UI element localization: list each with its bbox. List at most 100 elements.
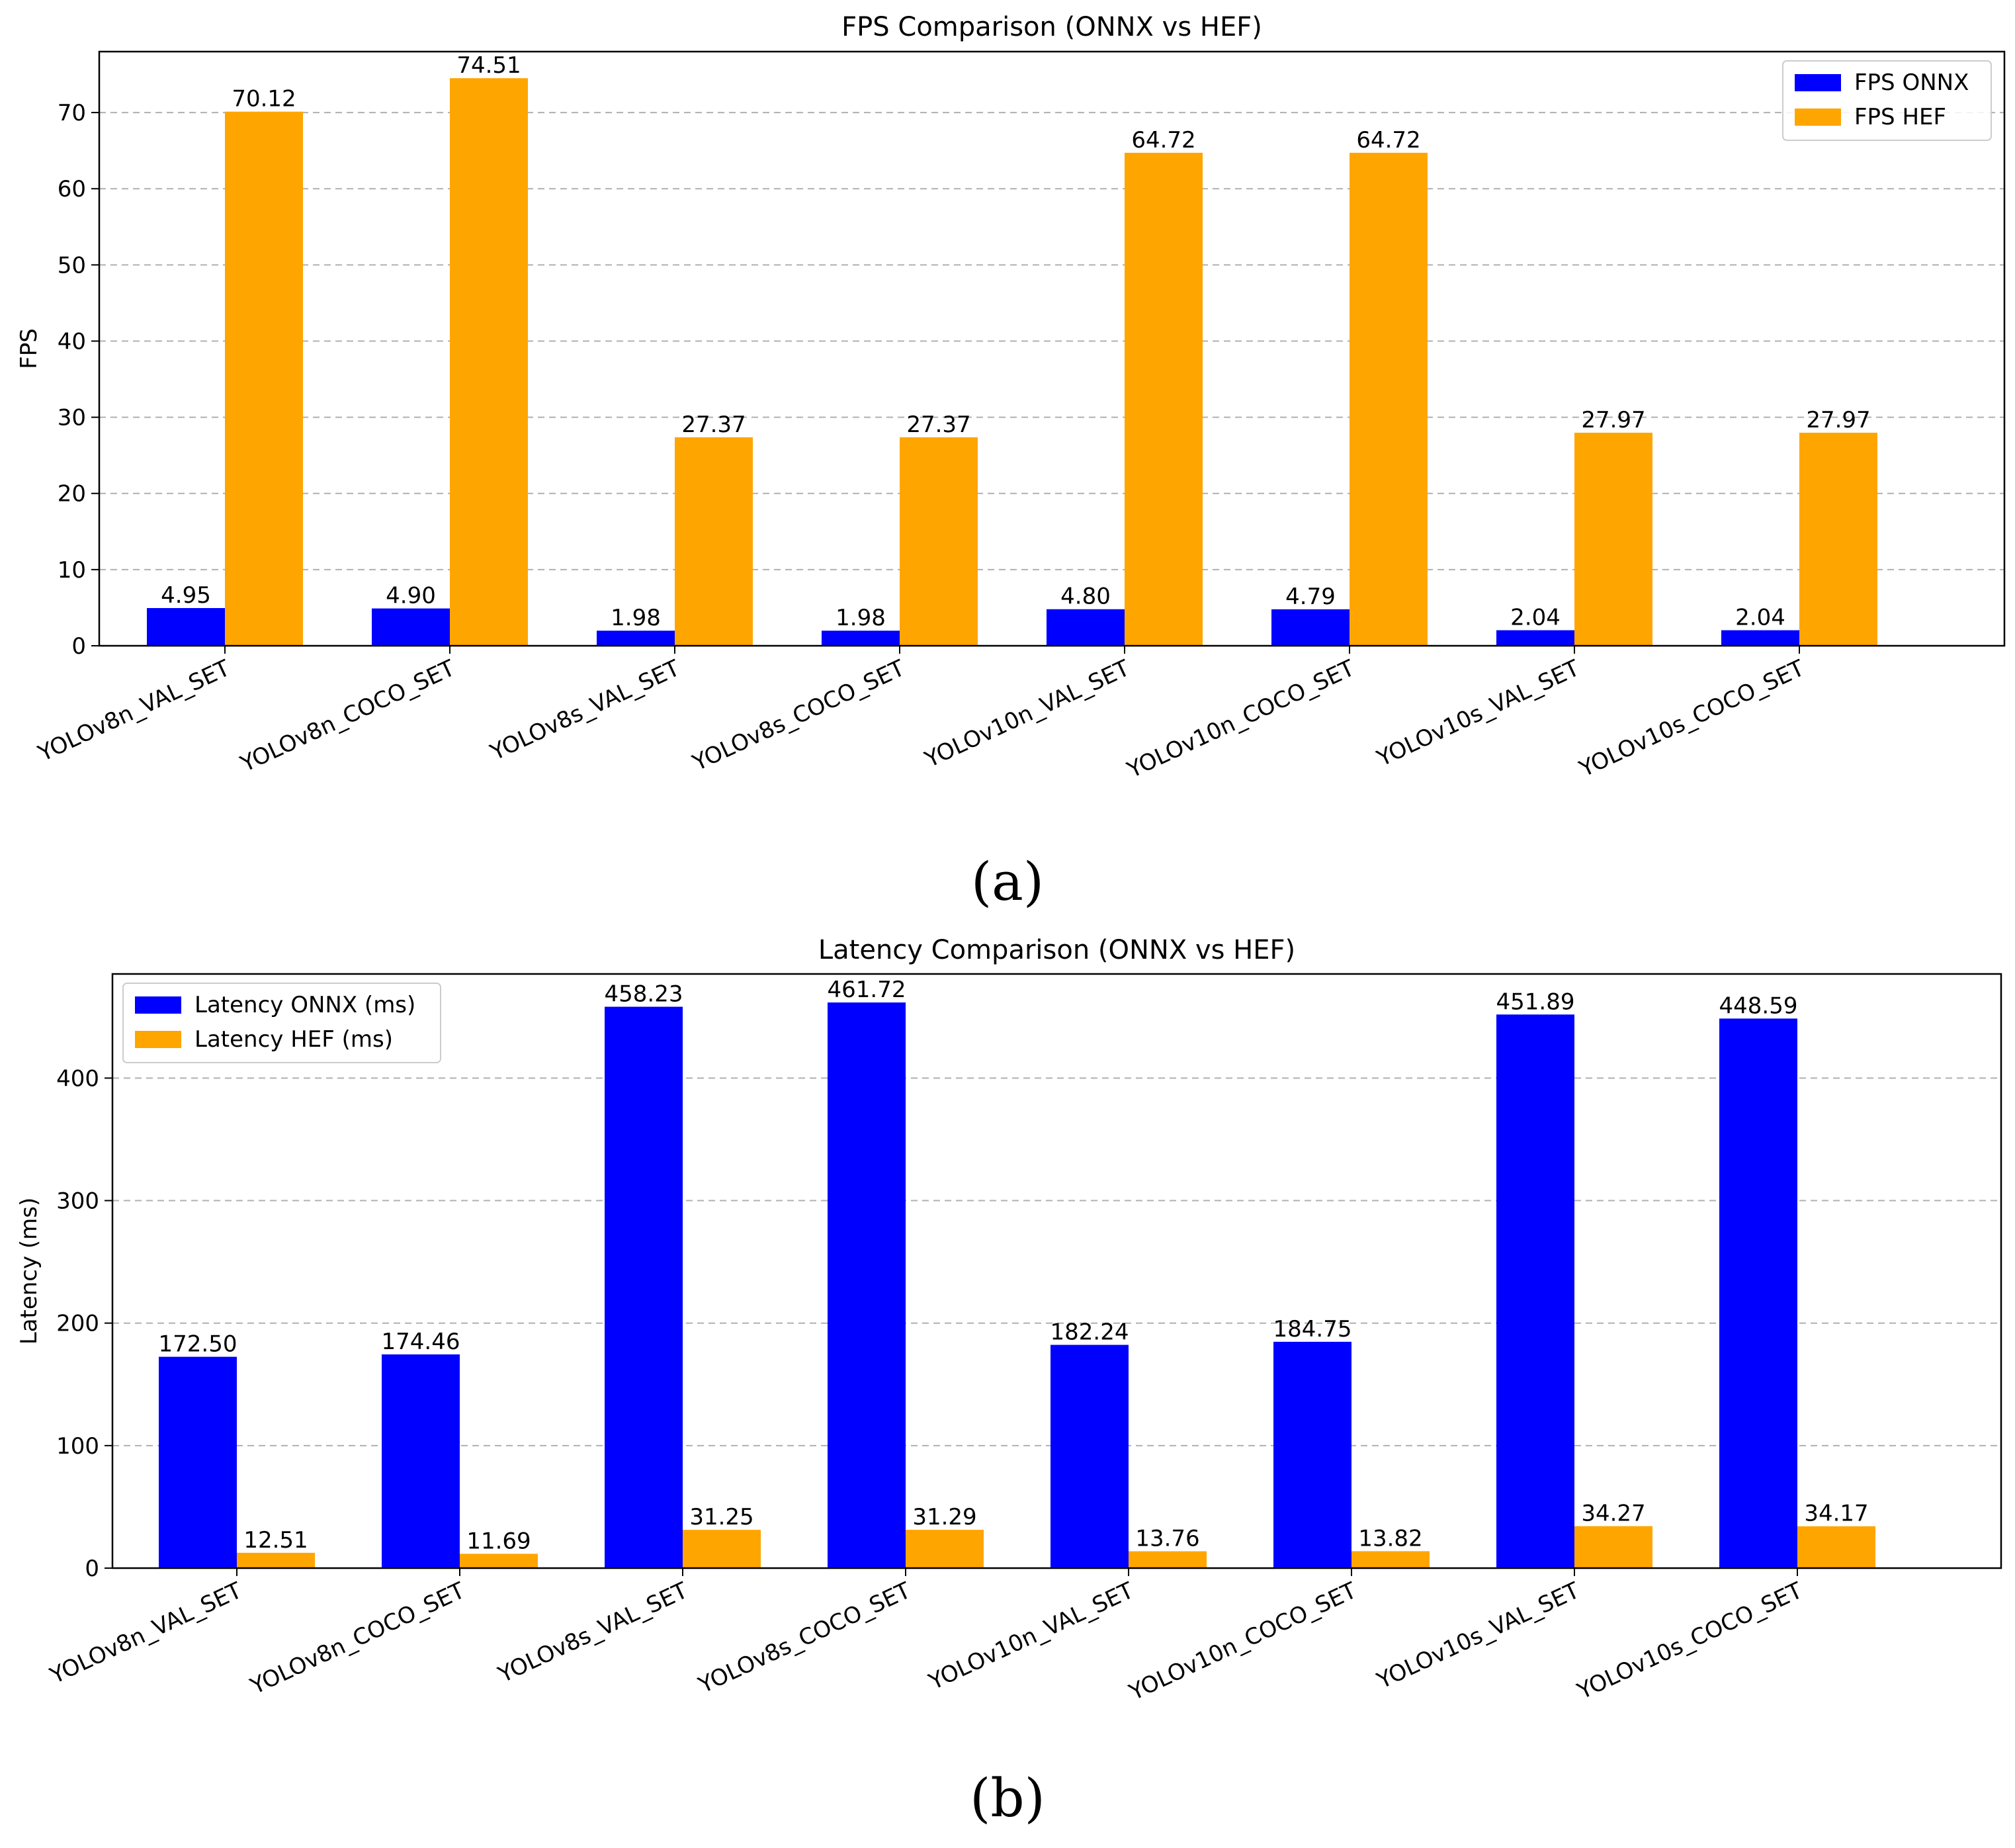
bar-fps-hef bbox=[900, 437, 978, 646]
data-label: 31.29 bbox=[912, 1504, 976, 1530]
bar-fps-onnx bbox=[372, 608, 450, 646]
legend-label: Latency HEF (ms) bbox=[194, 1026, 393, 1053]
y-tick-label: 50 bbox=[58, 252, 86, 279]
bar-fps-onnx bbox=[1271, 609, 1350, 646]
legend-swatch bbox=[135, 1031, 181, 1048]
bar-latency-hef-ms- bbox=[1797, 1526, 1875, 1568]
legend-label: FPS ONNX bbox=[1854, 69, 1969, 96]
bar-latency-onnx-ms- bbox=[828, 1002, 906, 1568]
panel-label: (b) bbox=[970, 1767, 1045, 1829]
bar-latency-onnx-ms- bbox=[1496, 1014, 1574, 1568]
data-label: 31.25 bbox=[689, 1504, 753, 1530]
bar-fps-onnx bbox=[822, 631, 900, 646]
x-tick-label: YOLOv8n_COCO_SET bbox=[246, 1577, 469, 1700]
data-label: 451.89 bbox=[1496, 989, 1575, 1015]
bar-latency-onnx-ms- bbox=[1050, 1344, 1129, 1568]
legend-frame bbox=[122, 983, 441, 1063]
bar-fps-hef bbox=[1125, 152, 1203, 646]
bar-fps-onnx bbox=[597, 631, 675, 646]
x-tick-label: YOLOv10s_VAL_SET bbox=[1373, 1577, 1584, 1694]
legend-swatch bbox=[1795, 109, 1841, 126]
y-tick-label: 40 bbox=[58, 328, 86, 355]
data-label: 182.24 bbox=[1050, 1319, 1129, 1346]
x-tick-label: YOLOv10n_COCO_SET bbox=[1123, 655, 1359, 784]
x-tick-label: YOLOv10n_COCO_SET bbox=[1125, 1577, 1361, 1706]
y-tick-label: 60 bbox=[58, 176, 86, 202]
data-label: 1.98 bbox=[836, 605, 886, 631]
bar-latency-hef-ms- bbox=[906, 1530, 984, 1568]
bar-latency-hef-ms- bbox=[683, 1530, 761, 1568]
y-tick-label: 100 bbox=[56, 1433, 99, 1460]
bar-latency-onnx-ms- bbox=[1719, 1018, 1797, 1568]
x-tick-label: YOLOv8n_VAL_SET bbox=[34, 655, 234, 768]
x-tick-label: YOLOv8n_COCO_SET bbox=[236, 655, 459, 778]
x-tick-label: YOLOv8n_VAL_SET bbox=[46, 1577, 246, 1690]
data-label: 172.50 bbox=[159, 1331, 237, 1358]
panel-label: (a) bbox=[971, 851, 1044, 912]
data-label: 13.82 bbox=[1358, 1525, 1422, 1552]
data-label: 13.76 bbox=[1135, 1526, 1199, 1552]
bar-latency-onnx-ms- bbox=[1273, 1341, 1351, 1568]
data-label: 12.51 bbox=[243, 1527, 308, 1554]
data-label: 2.04 bbox=[1735, 605, 1785, 631]
chart-1: 0 100 200 300 400 172.50 174.46 458.23 461.72 182… bbox=[16, 935, 2002, 1829]
data-label: 4.80 bbox=[1060, 584, 1111, 610]
chart-title: FPS Comparison (ONNX vs HEF) bbox=[841, 12, 1262, 42]
data-label: 64.72 bbox=[1356, 127, 1420, 154]
data-label: 4.90 bbox=[386, 583, 436, 609]
data-label: 27.37 bbox=[906, 412, 970, 438]
y-axis-label: Latency (ms) bbox=[16, 1198, 42, 1345]
bar-latency-onnx-ms- bbox=[159, 1356, 237, 1568]
data-label: 448.59 bbox=[1719, 992, 1798, 1019]
plot-frame bbox=[111, 973, 2002, 1569]
bar-latency-hef-ms- bbox=[1129, 1551, 1207, 1568]
data-label: 4.79 bbox=[1285, 584, 1336, 610]
bar-latency-hef-ms- bbox=[237, 1552, 315, 1568]
bar-latency-onnx-ms- bbox=[382, 1354, 460, 1568]
data-label: 27.97 bbox=[1581, 407, 1645, 433]
data-label: 461.72 bbox=[828, 977, 906, 1003]
bar-fps-onnx bbox=[1496, 630, 1574, 646]
data-label: 184.75 bbox=[1273, 1316, 1352, 1342]
x-tick-label: YOLOv8s_VAL_SET bbox=[493, 1577, 692, 1689]
data-label: 4.95 bbox=[161, 582, 211, 609]
y-tick-label: 20 bbox=[58, 481, 86, 507]
bar-latency-hef-ms- bbox=[1351, 1551, 1430, 1568]
x-tick-label: YOLOv10s_COCO_SET bbox=[1575, 655, 1809, 783]
bar-latency-onnx-ms- bbox=[605, 1006, 683, 1568]
legend-label: FPS HEF bbox=[1854, 104, 1946, 130]
chart-title: Latency Comparison (ONNX vs HEF) bbox=[818, 935, 1295, 965]
bar-fps-hef bbox=[1350, 152, 1428, 646]
data-label: 34.17 bbox=[1804, 1501, 1868, 1527]
chart-0: 0 10 20 30 40 50 60 70 4.95 4.90 1.98 1.98 4.80 4.79 2… bbox=[16, 12, 2006, 912]
data-label: 11.69 bbox=[466, 1528, 531, 1554]
legend: Latency ONNX (ms) Latency HEF (ms) bbox=[122, 983, 441, 1063]
y-tick-label: 400 bbox=[56, 1065, 99, 1092]
data-label: 1.98 bbox=[611, 605, 661, 631]
bar-fps-hef bbox=[675, 437, 753, 646]
y-tick-label: 0 bbox=[85, 1556, 99, 1582]
data-label: 27.97 bbox=[1806, 407, 1870, 433]
x-tick-label: YOLOv8s_COCO_SET bbox=[688, 655, 909, 777]
x-tick-label: YOLOv10s_VAL_SET bbox=[1373, 655, 1584, 772]
data-label: 34.27 bbox=[1581, 1501, 1645, 1527]
y-tick-label: 300 bbox=[56, 1188, 99, 1215]
plot-frame bbox=[98, 50, 2006, 647]
legend-swatch bbox=[1795, 74, 1841, 91]
bar-fps-hef bbox=[1799, 432, 1877, 646]
bar-fps-hef bbox=[225, 111, 303, 646]
bar-fps-onnx bbox=[1721, 630, 1799, 646]
bar-latency-hef-ms- bbox=[1574, 1526, 1652, 1568]
y-tick-label: 30 bbox=[58, 405, 86, 431]
bar-latency-hef-ms- bbox=[460, 1554, 538, 1568]
legend-swatch bbox=[135, 996, 181, 1014]
data-label: 64.72 bbox=[1131, 127, 1195, 154]
data-label: 2.04 bbox=[1510, 605, 1561, 631]
bar-fps-onnx bbox=[147, 608, 225, 646]
y-axis-label: FPS bbox=[16, 328, 42, 369]
bar-fps-onnx bbox=[1047, 609, 1125, 646]
x-tick-label: YOLOv10s_COCO_SET bbox=[1573, 1577, 1807, 1705]
y-tick-label: 0 bbox=[71, 633, 86, 660]
data-label: 74.51 bbox=[456, 52, 521, 79]
